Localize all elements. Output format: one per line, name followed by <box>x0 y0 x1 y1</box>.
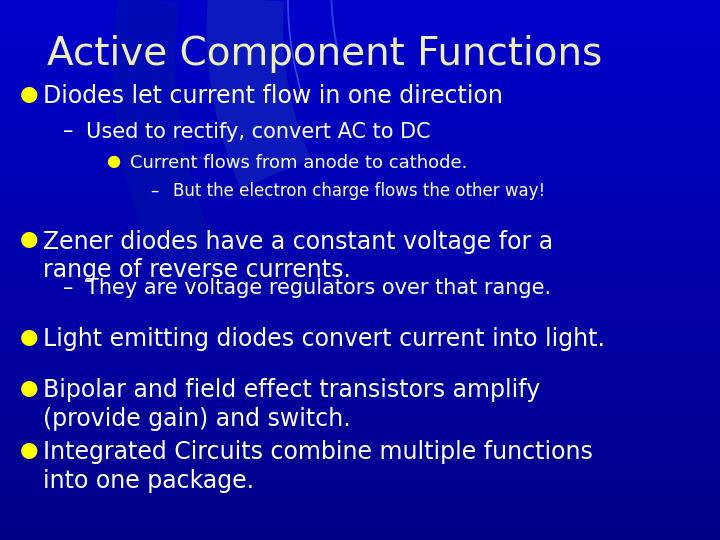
Text: Used to rectify, convert AC to DC: Used to rectify, convert AC to DC <box>86 122 431 141</box>
Text: Bipolar and field effect transistors amplify
(provide gain) and switch.: Bipolar and field effect transistors amp… <box>43 378 541 431</box>
Text: They are voltage regulators over that range.: They are voltage regulators over that ra… <box>86 278 552 298</box>
Text: But the electron charge flows the other way!: But the electron charge flows the other … <box>173 182 545 200</box>
Text: ●: ● <box>20 440 39 460</box>
Text: Integrated Circuits combine multiple functions
into one package.: Integrated Circuits combine multiple fun… <box>43 440 593 493</box>
Text: –: – <box>63 278 73 298</box>
Text: –: – <box>63 122 73 141</box>
Text: Active Component Functions: Active Component Functions <box>47 35 602 73</box>
Text: –: – <box>150 182 158 200</box>
Text: Current flows from anode to cathode.: Current flows from anode to cathode. <box>130 154 467 172</box>
Text: ●: ● <box>20 230 39 249</box>
Text: Diodes let current flow in one direction: Diodes let current flow in one direction <box>43 84 503 107</box>
Text: ●: ● <box>20 378 39 398</box>
Text: ●: ● <box>20 84 39 104</box>
Text: Zener diodes have a constant voltage for a
range of reverse currents.: Zener diodes have a constant voltage for… <box>43 230 554 282</box>
Text: Light emitting diodes convert current into light.: Light emitting diodes convert current in… <box>43 327 605 350</box>
Text: ●: ● <box>107 154 121 169</box>
Text: ●: ● <box>20 327 39 347</box>
